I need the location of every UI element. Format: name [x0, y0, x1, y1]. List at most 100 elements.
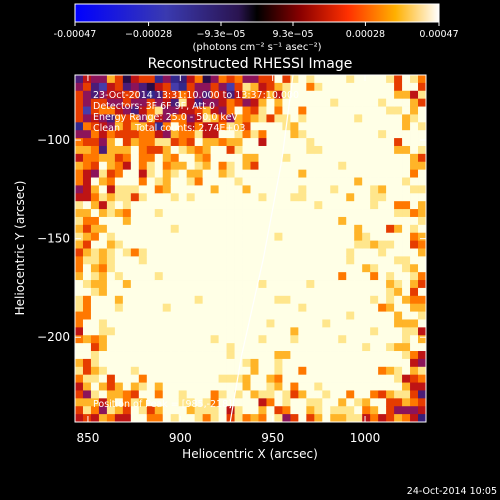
- heatmap-cell: [162, 201, 172, 210]
- heatmap-cell: [290, 382, 299, 391]
- heatmap-cell: [266, 224, 275, 234]
- heatmap-cell: [234, 256, 243, 265]
- heatmap-cell: [154, 153, 164, 163]
- heatmap-cell: [218, 398, 227, 407]
- heatmap-cell: [386, 153, 395, 163]
- heatmap-cell: [362, 295, 371, 305]
- heatmap-cell: [314, 382, 323, 391]
- heatmap-cell: [178, 82, 188, 92]
- heatmap-cell: [346, 311, 355, 320]
- heatmap-cell: [186, 145, 196, 155]
- heatmap-cell: [354, 256, 363, 265]
- heatmap-cell: [346, 295, 355, 305]
- heatmap-cell: [394, 256, 403, 265]
- heatmap-cell: [410, 256, 419, 265]
- heatmap-cell: [154, 366, 164, 376]
- heatmap-cell: [386, 406, 395, 415]
- heatmap-cell: [122, 343, 132, 352]
- heatmap-cell: [410, 185, 419, 194]
- heatmap-cell: [114, 287, 124, 297]
- heatmap-cell: [386, 303, 395, 312]
- heatmap-cell: [82, 272, 92, 281]
- heatmap-cell: [146, 193, 156, 202]
- heatmap-cell: [146, 398, 156, 407]
- heatmap-cell: [162, 280, 172, 289]
- heatmap-cell: [98, 169, 108, 178]
- heatmap-cell: [218, 358, 227, 368]
- heatmap-cell: [90, 382, 100, 391]
- heatmap-cell: [226, 130, 235, 139]
- heatmap-cell: [290, 161, 299, 171]
- heatmap-cell: [266, 145, 275, 155]
- heatmap-cell: [402, 153, 411, 163]
- heatmap-cell: [210, 248, 219, 257]
- heatmap-cell: [194, 90, 204, 100]
- heatmap-cell: [242, 240, 251, 249]
- heatmap-cell: [98, 335, 108, 344]
- heatmap-cell: [330, 153, 339, 163]
- heatmap-cell: [114, 201, 124, 210]
- heatmap-cell: [234, 382, 243, 391]
- heatmap-cell: [186, 138, 196, 147]
- heatmap-cell: [194, 138, 204, 147]
- heatmap-cell: [226, 201, 235, 210]
- heatmap-cell: [210, 414, 219, 422]
- heatmap-cell: [162, 374, 172, 383]
- heatmap-cell: [402, 374, 411, 383]
- heatmap-cell: [322, 374, 331, 383]
- heatmap-cell: [330, 75, 339, 84]
- heatmap-cell: [402, 280, 411, 289]
- heatmap-cell: [82, 327, 92, 336]
- heatmap-cell: [75, 90, 84, 100]
- heatmap-cell: [114, 169, 124, 178]
- heatmap-cell: [106, 193, 116, 202]
- heatmap-cell: [75, 169, 84, 178]
- heatmap-cell: [122, 351, 132, 360]
- heatmap-cell: [378, 264, 387, 273]
- heatmap-cell: [362, 351, 371, 360]
- heatmap-cell: [282, 177, 291, 186]
- heatmap-cell: [90, 335, 100, 344]
- heatmap-cell: [194, 366, 204, 376]
- heatmap-cell: [322, 248, 331, 257]
- heatmap-cell: [410, 90, 419, 100]
- heatmap-cell: [186, 311, 196, 320]
- heatmap-cell: [146, 98, 156, 107]
- heatmap-cell: [226, 216, 235, 226]
- heatmap-cell: [114, 311, 124, 320]
- heatmap-cell: [386, 414, 395, 422]
- heatmap-cell: [314, 240, 323, 249]
- heatmap-cell: [210, 358, 219, 368]
- heatmap-cell: [218, 327, 227, 336]
- heatmap-cell: [298, 224, 307, 234]
- heatmap-cell: [75, 75, 84, 84]
- heatmap-cell: [98, 366, 108, 376]
- heatmap-cell: [250, 90, 259, 100]
- heatmap-cell: [306, 75, 315, 84]
- heatmap-cell: [362, 177, 371, 186]
- heatmap-cell: [402, 303, 411, 312]
- heatmap-cell: [106, 272, 116, 281]
- heatmap-cell: [75, 98, 84, 107]
- heatmap-cell: [178, 232, 188, 242]
- heatmap-cell: [98, 358, 108, 368]
- heatmap-cell: [362, 209, 371, 218]
- heatmap-cell: [130, 280, 140, 289]
- heatmap-cell: [170, 311, 180, 320]
- heatmap-cell: [362, 248, 371, 257]
- heatmap-cell: [98, 98, 108, 107]
- heatmap-cell: [354, 351, 363, 360]
- heatmap-cell: [234, 287, 243, 297]
- heatmap-cell: [75, 130, 84, 139]
- heatmap-cell: [186, 98, 196, 107]
- heatmap-cell: [138, 319, 148, 328]
- heatmap-cell: [282, 311, 291, 320]
- heatmap-cell: [346, 161, 355, 171]
- heatmap-cell: [298, 272, 307, 281]
- heatmap-cell: [90, 303, 100, 312]
- heatmap-cell: [146, 280, 156, 289]
- heatmap-cell: [378, 90, 387, 100]
- heatmap-cell: [218, 295, 227, 305]
- heatmap-cell: [386, 224, 395, 234]
- heatmap-cell: [418, 122, 426, 131]
